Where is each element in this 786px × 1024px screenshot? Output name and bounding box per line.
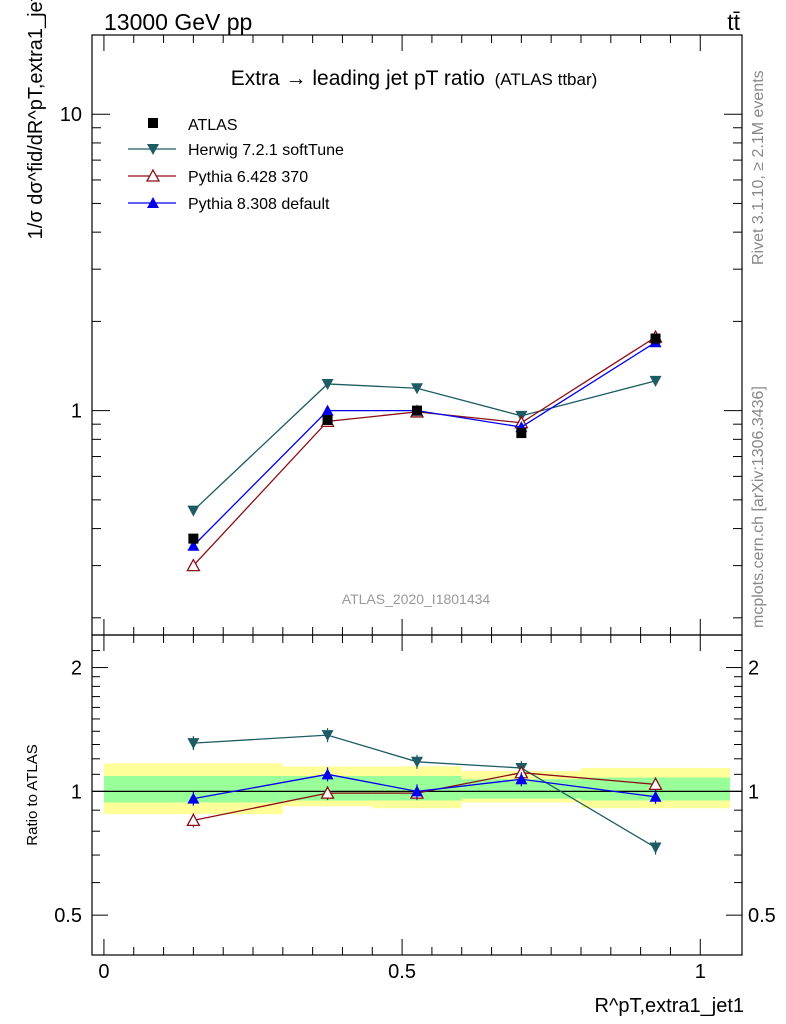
ratio-y-tick-label-right: 2 [748, 658, 759, 680]
legend-entry-pythia6: Pythia 6.428 370 [128, 168, 308, 186]
ratio-y-tick-label-right: 1 [748, 781, 759, 803]
legend-label-pythia8: Pythia 8.308 default [188, 196, 330, 213]
ratio-point-pythia-6-428-370 [320, 785, 335, 799]
main-line-pythia-6-428-370 [192, 336, 656, 567]
main-y-tick-label: 1 [71, 401, 82, 423]
x-axis-label: R^pT,extra1_jet1 [595, 995, 744, 1017]
mcplots-label: mcplots.cern.ch [arXiv:1306.3436] [750, 386, 767, 628]
main-point-herwig-7-2-1-softtune [187, 505, 200, 517]
main-point-herwig-7-2-1-softtune [321, 378, 334, 390]
main-point-atlas [650, 333, 661, 344]
ratio-plot-frame [91, 634, 743, 956]
ratio-point-herwig-7-2-1-softtune [321, 730, 334, 742]
ratio-point-pythia-6-428-370 [648, 776, 663, 790]
ratio-series-layer [186, 728, 663, 855]
legend-label-atlas: ATLAS [188, 117, 238, 134]
ratio-point-pythia-8-308-default [411, 785, 423, 797]
ratio-point-pythia-8-308-default [515, 773, 528, 785]
axes: 1 10 0.5 0.5 1 1 2 2 0 0.5 1 [54, 34, 776, 983]
main-point-atlas [188, 533, 199, 544]
plot-title-main: Extra → leading jet pT ratio [231, 67, 485, 90]
plot-title-suffix: (ATLAS ttbar) [495, 70, 598, 89]
ratio-y-tick-label: 0.5 [54, 905, 82, 927]
rivet-version-label: Rivet 3.1.10, ≥ 2.1M events [750, 70, 767, 265]
ratio-point-pythia-6-428-370 [186, 813, 201, 827]
x-tick-label: 0 [98, 961, 109, 983]
main-series-layer [186, 329, 663, 572]
ratio-point-herwig-7-2-1-softtune [187, 738, 200, 750]
x-tick-label: 0.5 [388, 961, 416, 983]
legend-entry-herwig: Herwig 7.2.1 softTune [128, 142, 344, 159]
ratio-band-inner [461, 779, 581, 799]
main-point-pythia-8-308-default [321, 404, 334, 416]
legend-label-herwig: Herwig 7.2.1 softTune [188, 142, 344, 159]
x-tick-label: 1 [695, 961, 706, 983]
process-label: tt̄ [727, 9, 740, 35]
legend-marker-pythia6 [145, 168, 161, 182]
legend-entry-pythia8: Pythia 8.308 default [128, 196, 330, 213]
ratio-point-herwig-7-2-1-softtune [649, 842, 662, 854]
main-point-atlas [412, 405, 422, 416]
legend-marker-herwig [147, 144, 159, 155]
beam-label: 13000 GeV pp [104, 9, 252, 35]
main-point-herwig-7-2-1-softtune [649, 375, 662, 387]
ratio-y-tick-label: 1 [71, 781, 82, 803]
legend-entry-atlas: ATLAS [148, 117, 238, 134]
legend-label-pythia6: Pythia 6.428 370 [188, 169, 308, 186]
ratio-y-tick-label-right: 0.5 [748, 905, 776, 927]
ratio-point-pythia-8-308-default [187, 792, 200, 804]
main-point-pythia-6-428-370 [186, 558, 201, 572]
main-point-herwig-7-2-1-softtune [411, 383, 423, 395]
plot-title: Extra → leading jet pT ratio (ATLAS ttba… [231, 67, 598, 90]
main-line-pythia-8-308-default [192, 341, 656, 547]
main-y-tick-label: 10 [60, 104, 82, 126]
ratio-point-pythia-8-308-default [321, 768, 334, 780]
analysis-tag: ATLAS_2020_I1801434 [342, 591, 491, 607]
legend-marker-atlas [148, 118, 158, 128]
main-y-axis-label: 1/σ dσ^fid/dR^pT,extra1_jet1 [25, 0, 47, 239]
main-point-atlas [516, 428, 527, 439]
ratio-y-tick-label: 2 [71, 658, 82, 680]
main-point-atlas [322, 414, 333, 425]
legend: ATLAS Herwig 7.2.1 softTune Pythia 6.428… [128, 117, 344, 213]
ratio-y-axis-label: Ratio to ATLAS [24, 744, 41, 845]
main-point-pythia-8-308-default [187, 539, 200, 551]
ratio-point-pythia-8-308-default [649, 790, 662, 802]
ratio-point-herwig-7-2-1-softtune [411, 756, 423, 768]
legend-marker-pythia8 [147, 197, 159, 208]
